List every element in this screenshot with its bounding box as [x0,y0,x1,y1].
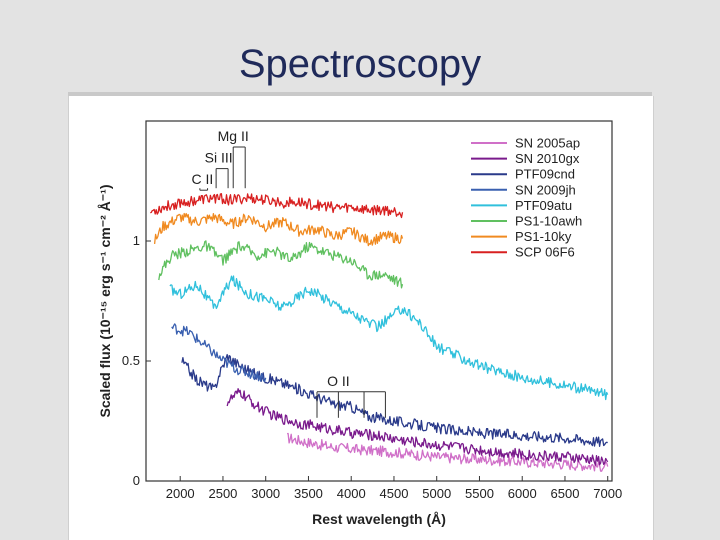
legend-label: PTF09atu [515,198,572,213]
plot-frame [145,120,613,482]
legend-label: SN 2010gx [515,151,580,166]
line-id-label: C II [192,171,214,187]
slide-title: Spectroscopy [238,42,482,86]
line-id-label: O II [327,373,350,389]
series-line-ps1-10ky [153,212,404,247]
series-line-sn-2010gx [226,388,609,466]
legend-label: PS1-10ky [515,229,572,244]
y-axis-title: Scaled flux (10⁻¹⁵ erg s⁻¹ cm⁻² Å⁻¹) [97,185,113,418]
x-tick-label: 2000 [166,486,195,501]
x-tick-label: 3500 [294,486,323,501]
legend-label: SCP 06F6 [515,245,575,260]
y-tick-label: 1 [133,233,140,248]
series-line-ptf09atu [169,275,609,401]
x-tick-label: 4000 [337,486,366,501]
x-axis-ticks: 2000 2500 3000 3500 4000 4500 5000 5500 6000 6500… [166,476,622,501]
series-line-scp-06f6 [150,193,404,219]
x-tick-label: 4500 [380,486,409,501]
line-id-label: Si III [205,150,233,166]
x-tick-label: 2500 [208,486,237,501]
legend-label: SN 2005ap [515,136,580,151]
x-tick-label: 6500 [551,486,580,501]
legend-label: PS1-10awh [515,214,582,229]
y-axis-ticks: 00.51 [122,233,151,488]
x-tick-label: 5000 [422,486,451,501]
title-divider [68,92,652,96]
series-line-sn-2005ap [287,432,609,472]
series-line-ps1-10awh [158,240,404,289]
x-tick-label: 7000 [593,486,622,501]
y-tick-label: 0 [133,473,140,488]
y-tick-label: 0.5 [122,353,140,368]
legend-label: SN 2009jh [515,182,576,197]
x-axis-title: Rest wavelength (Å) [312,511,446,527]
x-tick-label: 5500 [465,486,494,501]
series-layer [150,193,609,472]
annotations-layer: Mg II Si III C II O II [192,128,386,418]
line-id-label: Mg II [218,128,249,144]
series-line-sn-2009jh [171,323,267,382]
x-tick-label: 3000 [251,486,280,501]
x-tick-label: 6000 [508,486,537,501]
legend-label: PTF09cnd [515,167,575,182]
